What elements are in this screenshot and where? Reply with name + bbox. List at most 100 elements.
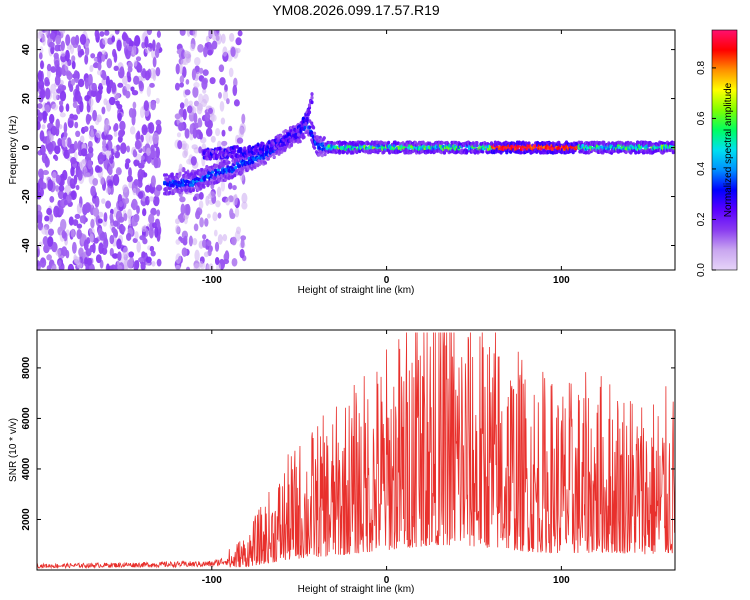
spectrogram-cell [220,180,226,192]
spectrogram-cell [205,195,210,206]
spectrogram-cell [137,191,144,200]
spectrogram-cell [279,134,283,138]
spectrogram-cell [49,133,54,142]
spectrogram-cell [205,152,209,157]
spectrogram-cell [150,207,157,216]
spectrogram-cell [137,257,144,263]
spectrogram-cell [122,184,129,193]
spectrogram-cell [84,54,89,65]
spectrogram-cell [127,176,132,183]
spectrogram-cell [84,172,91,178]
spectrogram-cell [97,85,104,91]
spectrogram-cell [55,118,60,130]
spectrogram-cell [128,167,132,178]
spectrogram-cell [153,195,160,207]
spectrogram-cell [52,92,58,101]
spectrogram-cell [115,167,122,176]
spectrogram-cell [96,114,102,123]
spectrogram-cell [178,163,183,174]
spectrogram-cell [63,122,68,134]
spectrogram-cell [42,34,46,46]
spectrogram-cell [61,246,68,257]
spectrogram-cell [175,224,180,234]
spectrogram-cell [54,155,59,162]
spectrogram-cell [268,148,272,153]
spectrogram-cell [154,48,160,59]
spectrogram-cell [211,149,215,154]
spectrogram-cell [211,170,215,174]
spectrogram-cell [313,131,317,136]
spectrogram-cell [216,186,222,198]
x-tick-label: 0 [384,575,390,586]
spectrogram-cell [81,142,87,150]
spectrogram-cell [105,75,110,87]
spectrogram-cell [208,107,213,115]
spectrogram-cell [42,110,47,121]
spectrogram-cell [210,114,217,122]
spectrogram-cell [127,75,132,83]
spectrogram-cell [206,264,211,270]
spectrogram-cell [60,30,66,35]
spectrogram-cell [225,197,231,206]
spectrogram-cell [92,109,98,122]
spectrogram-cell [142,208,147,217]
spectrogram-cell [238,164,242,168]
spectrogram-cell [203,148,208,153]
spectrogram-cell [98,242,104,255]
spectrogram-cell [49,196,55,203]
spectrogram-cell [208,30,214,38]
spectrogram-cell [150,250,156,257]
spectrogram-cell [37,204,42,213]
spectrogram-cell [310,100,314,105]
spectrogram-cell [125,48,131,60]
spectrogram-cell [77,78,85,88]
spectrogram-cell [221,140,228,146]
spectrogram-cell [132,187,137,196]
spectrogram-cell [88,97,94,107]
spectrogram-cell [152,222,157,229]
spectrogram-cell [51,265,58,270]
spectrogram-cell [235,47,241,54]
spectrogram-cell [90,129,94,139]
spectrogram-cell [232,84,238,97]
spectrogram-cell [256,142,260,147]
spectrogram-cell [133,213,140,223]
spectrogram-cell [37,103,43,109]
spectrogram-cell [49,213,54,223]
spectrogram-cell [104,30,110,36]
spectrogram-cell [251,160,255,165]
spectrogram-cell [124,197,130,204]
spectrogram-cell [153,157,159,169]
spectrogram-cell [202,239,207,248]
spectrogram-cell [184,128,190,139]
spectrogram-cell [184,188,188,193]
spectrogram-cell [70,166,75,177]
spectrogram-cell [193,223,199,232]
spectrogram-cell [51,171,57,183]
spectrogram-cell [156,258,162,267]
spectrogram-cell [230,46,236,58]
spectrogram-cell [54,145,61,155]
spectrogram-cell [127,259,134,269]
spectrogram-cell [197,43,204,53]
snr-series-line [37,332,675,570]
y-tick-label: 40 [21,44,32,56]
spectrogram-cell [37,121,41,131]
spectrogram-cell [204,112,211,122]
spectrogram-cell [524,141,528,145]
spectrogram-cell [154,226,159,238]
spectrogram-cell [101,106,106,115]
spectrogram-cell [46,63,52,72]
spectrogram-cell [310,92,314,97]
spectrogram-cell [88,146,94,154]
spectrogram-cell [121,252,127,264]
spectrogram-cell [263,161,268,165]
x-tick-label: 100 [553,275,570,286]
spectrogram-cell [150,175,156,188]
snr-y-label: SNR (10 * v/v) [8,418,19,482]
spectrogram-cell [89,233,94,243]
spectrogram-cell [229,32,235,42]
spectrogram-cell [174,82,180,91]
spectrogram-x-ticks: -100 0 100 [202,30,570,286]
spectrogram-cell [129,126,136,135]
